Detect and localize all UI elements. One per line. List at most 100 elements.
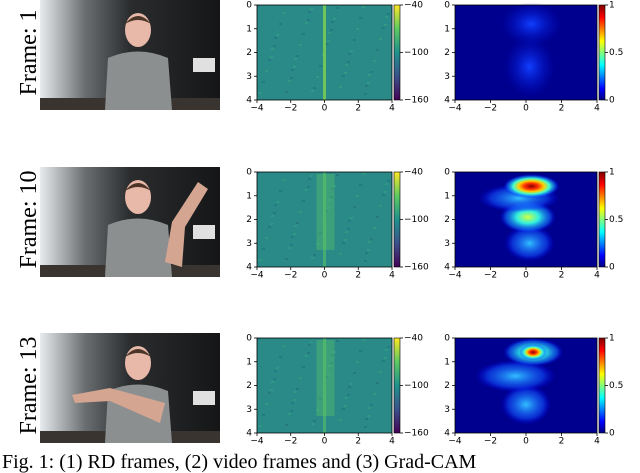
rd-texture [330,362,333,364]
rd-texture [342,242,345,244]
rd-texture [271,215,274,217]
rd-texture [347,228,350,230]
rd-texture [310,341,313,343]
frame-label: Frame: 13 [16,337,42,435]
rd-texture [270,223,273,225]
rd-texture [353,372,356,374]
rd-texture [333,185,336,187]
rd-texture [308,11,311,13]
rd-texture [345,231,348,233]
rd-texture [328,199,331,201]
x-tick-label: 4 [594,437,600,447]
rd-texture [291,402,294,404]
colorbar-tick-label: −40 [404,1,423,11]
rd-texture [362,339,365,341]
rd-texture [362,6,365,8]
x-tick-label: 2 [559,437,565,447]
rd-texture [350,50,353,52]
wall-sign [193,225,215,239]
rd-texture [290,77,293,79]
colorbar-tick-label: −40 [404,168,423,178]
x-tick-label: 0 [322,437,328,447]
cam-blob [519,344,548,361]
rd-texture [257,5,260,7]
rd-texture [350,217,353,219]
rd-texture [288,247,291,249]
cam-blob [475,360,556,392]
rd-texture [257,172,260,174]
colorbar-tick-label: −100 [404,215,429,225]
rd-texture [368,407,371,409]
person-hair [125,349,151,357]
rd-texture [296,222,299,224]
y-tick-label: 2 [444,381,450,391]
rd-texture [274,204,277,206]
y-tick-label: 4 [246,96,252,106]
rd-texture [259,259,262,261]
rd-texture [302,366,305,368]
rd-texture [294,58,297,60]
x-tick-label: −4 [448,104,462,114]
rd-texture [379,38,382,40]
rd-texture [387,13,390,15]
person-hair [125,183,151,191]
y-tick-label: 3 [444,239,450,249]
frame-label: Frame: 10 [16,171,42,269]
rd-texture [356,195,359,197]
rd-texture [282,345,285,347]
rd-texture [293,233,296,235]
rd-texture [342,75,345,77]
rd-texture [327,40,330,42]
x-tick-label: 2 [355,437,361,447]
rd-texture [348,220,351,222]
y-tick-label: 2 [246,381,252,391]
rd-zero-doppler [323,172,326,267]
rd-texture [268,226,271,228]
rd-texture [347,61,350,63]
rd-texture [325,376,328,378]
rd-texture [257,338,260,340]
rd-texture [299,377,302,379]
rd-texture [293,66,296,68]
rd-texture [379,371,382,373]
rd-texture [367,249,370,251]
rd-texture [367,82,370,84]
rd-texture [311,90,314,92]
colorbar-tick-label: 1 [609,1,615,11]
rd-texture [344,72,347,74]
rd-texture [344,405,347,407]
rd-texture [270,389,273,391]
rd-texture [291,236,294,238]
rd-texture [344,239,347,241]
y-tick-label: 0 [444,334,450,344]
x-tick-label: −2 [484,271,497,281]
x-tick-label: −2 [284,437,297,447]
colorbar-tick-label: −160 [404,96,429,106]
y-tick-label: 4 [444,429,450,439]
rd-texture [273,45,276,47]
rd-texture [370,71,373,73]
rd-texture [305,189,308,191]
x-tick-label: −4 [250,104,264,114]
rd-texture [319,398,322,400]
y-tick-label: 4 [246,429,252,439]
colorbar-tick-label: −160 [404,429,429,439]
rd-texture [285,258,288,260]
rd-texture [356,361,359,363]
rd-texture [327,373,330,375]
rd-texture [339,253,342,255]
rd-texture [387,346,390,348]
rd-texture [325,43,328,45]
rd-texture [316,76,319,78]
colorbar [393,4,401,101]
y-tick-label: 4 [444,96,450,106]
rd-texture [336,7,339,9]
y-tick-label: 1 [444,24,450,34]
colorbar-tick-label: −100 [404,381,429,391]
rd-texture [294,391,297,393]
y-tick-label: 1 [444,191,450,201]
person-torso [105,218,172,277]
rd-texture [271,48,274,50]
cam-blob [503,174,560,199]
rd-texture [273,378,276,380]
